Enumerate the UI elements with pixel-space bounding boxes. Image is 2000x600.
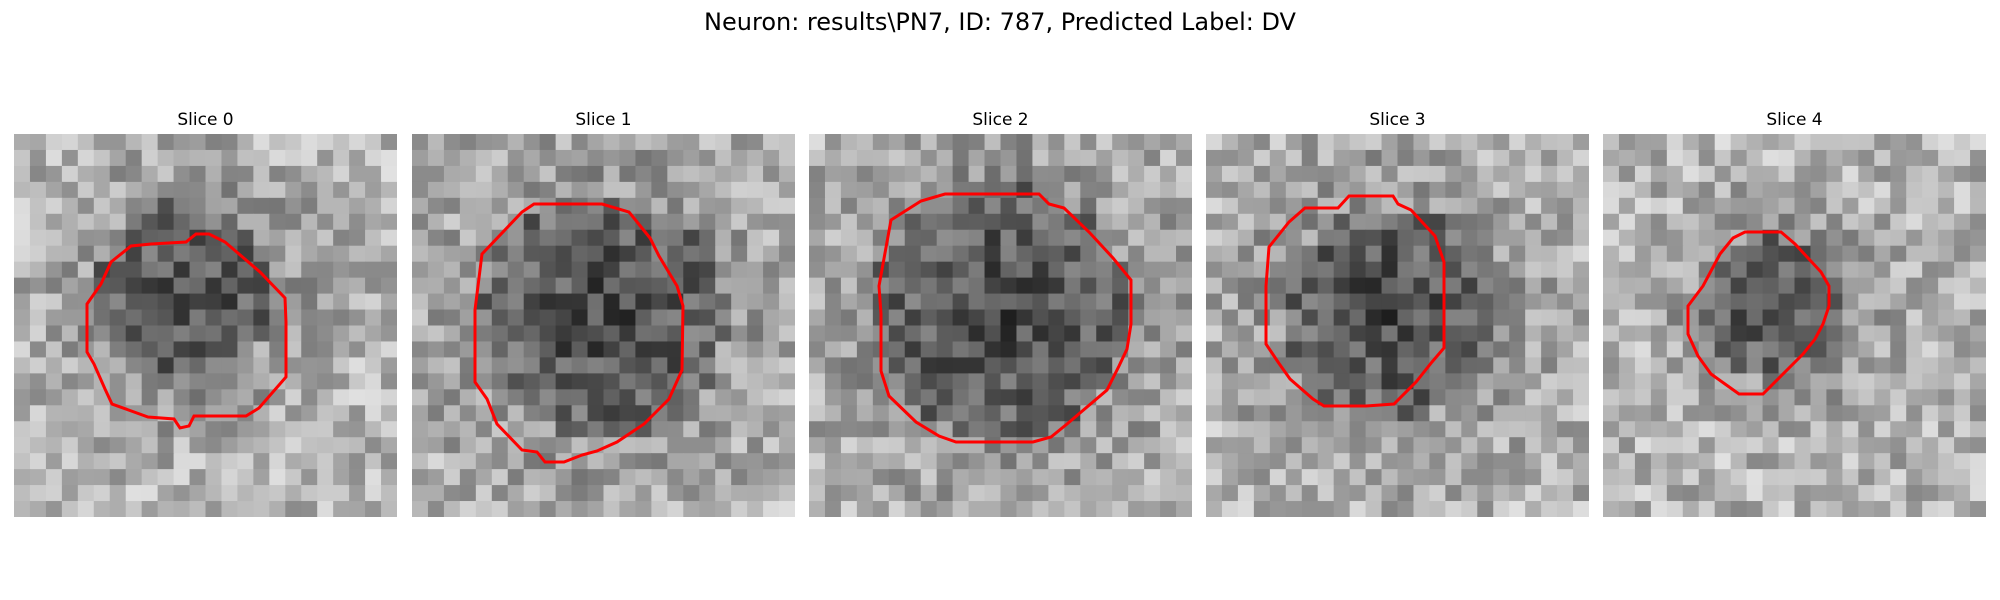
slice-0-contour <box>85 232 288 430</box>
slice-2-contour <box>877 192 1133 444</box>
slice-2-title: Slice 2 <box>972 110 1029 130</box>
slice-3-image <box>1206 134 1589 517</box>
slice-3-title: Slice 3 <box>1369 110 1426 130</box>
slice-0-image <box>14 134 397 517</box>
slice-4-contour <box>1686 230 1831 396</box>
slice-0-title: Slice 0 <box>177 110 234 130</box>
slice-1-contour <box>473 202 685 464</box>
slice-4-title: Slice 4 <box>1766 110 1823 130</box>
figure-title: Neuron: results\PN7, ID: 787, Predicted … <box>704 8 1296 36</box>
slice-4-image <box>1603 134 1986 517</box>
slice-3-contour <box>1264 194 1446 408</box>
slice-1-image <box>412 134 795 517</box>
slice-1-title: Slice 1 <box>575 110 632 130</box>
slice-2-image <box>809 134 1192 517</box>
